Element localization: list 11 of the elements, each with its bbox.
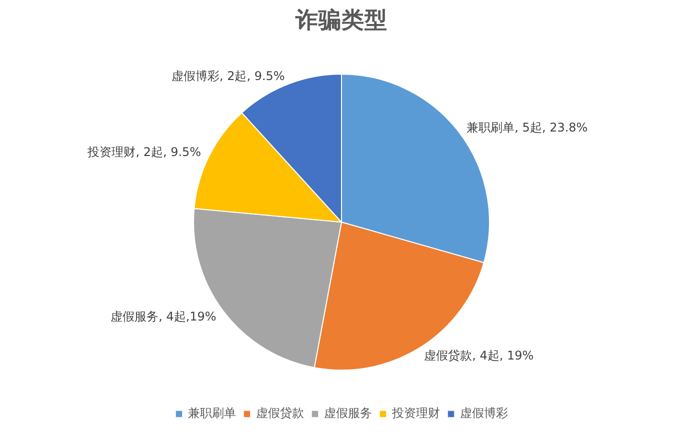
legend-label: 兼职刷单 (188, 405, 236, 422)
data-label: 虚假贷款, 4起, 19% (424, 348, 534, 363)
legend-label: 虚假贷款 (256, 405, 304, 422)
chart-title: 诈骗类型 (294, 8, 388, 34)
legend-label: 虚假服务 (324, 405, 372, 422)
legend-label: 投资理财 (392, 405, 440, 422)
legend-label: 虚假博彩 (460, 405, 508, 422)
data-label: 虚假服务, 4起,19% (110, 310, 216, 324)
data-label: 投资理财, 2起, 9.5% (86, 145, 202, 160)
data-label: 兼职刷单, 5起, 23.8% (466, 120, 588, 135)
data-label: 虚假博彩, 2起, 9.5% (171, 68, 285, 83)
